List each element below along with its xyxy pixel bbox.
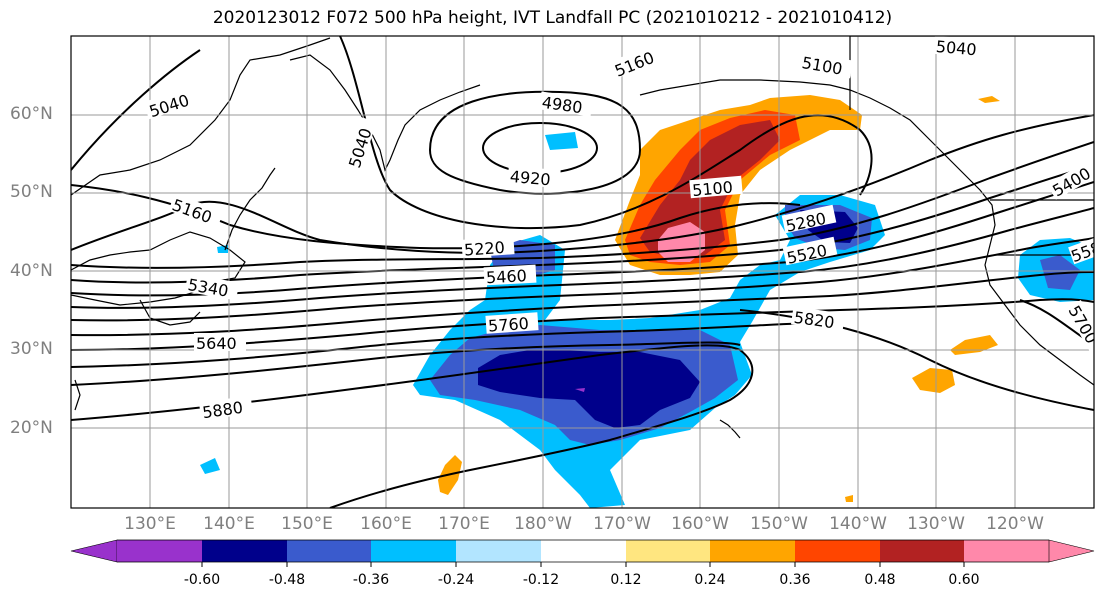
- contour-label: 5100: [691, 178, 733, 200]
- map-title: 2020123012 F072 500 hPa height, IVT Land…: [212, 8, 893, 28]
- contour-label: 5700: [1064, 302, 1101, 347]
- lon-label: 150°W: [750, 514, 808, 534]
- colorbar-tick-label: -0.12: [522, 572, 560, 588]
- lat-label: 20°N: [10, 418, 53, 438]
- contour-label: 5040: [147, 91, 192, 122]
- contour-label: 5040: [935, 37, 977, 59]
- lon-label: 130°W: [907, 514, 965, 534]
- colorbar-tick-label: 0.12: [610, 572, 642, 588]
- lon-label: 130°E: [124, 514, 176, 534]
- contour-label: 5460: [486, 266, 528, 287]
- contour-label: 4980: [541, 93, 584, 117]
- contour-label: 5820: [793, 308, 836, 332]
- lon-label: 170°W: [593, 514, 651, 534]
- colorbar-extension-low: [70, 539, 118, 563]
- contour-label: 5220: [464, 238, 506, 260]
- contour-label: 5400: [1049, 164, 1094, 201]
- contour-label: 5040: [345, 126, 376, 171]
- lon-label: 140°W: [829, 514, 887, 534]
- lon-label: 160°W: [671, 514, 729, 534]
- lat-label: 40°N: [10, 261, 53, 281]
- lat-label: 60°N: [10, 104, 53, 124]
- lat-label: 30°N: [10, 339, 53, 359]
- contour-label: 4920: [509, 167, 551, 189]
- colorbar-tick-label: -0.36: [352, 572, 390, 588]
- colorbar-extension-high: [1048, 539, 1095, 563]
- lon-label: 170°E: [438, 514, 490, 534]
- lon-label: 120°W: [986, 514, 1044, 534]
- lon-label: 160°E: [360, 514, 412, 534]
- colorbar-tick-label: 0.24: [694, 572, 726, 588]
- contour-label: 5340: [186, 275, 229, 301]
- contour-label: 5100: [800, 53, 843, 79]
- lat-label: 50°N: [10, 182, 53, 202]
- lon-label: 180°W: [514, 514, 572, 534]
- contour-label: 5760: [488, 314, 530, 336]
- colorbar-tick-label: 0.60: [948, 572, 980, 588]
- contour-label: 5160: [170, 195, 215, 227]
- colorbar-tick-label: 0.48: [864, 572, 896, 588]
- lon-label: 140°E: [203, 514, 255, 534]
- contour-label: 5640: [196, 334, 237, 353]
- contour-label: 5880: [201, 398, 244, 422]
- colorbar-tick-label: 0.36: [779, 572, 811, 588]
- colorbar-tick-label: -0.48: [268, 572, 306, 588]
- map-frame: [70, 35, 1095, 509]
- lon-label: 150°E: [281, 514, 333, 534]
- colorbar: [70, 539, 1095, 567]
- colorbar-tick-label: -0.24: [437, 572, 475, 588]
- colorbar-tick-label: -0.60: [183, 572, 221, 588]
